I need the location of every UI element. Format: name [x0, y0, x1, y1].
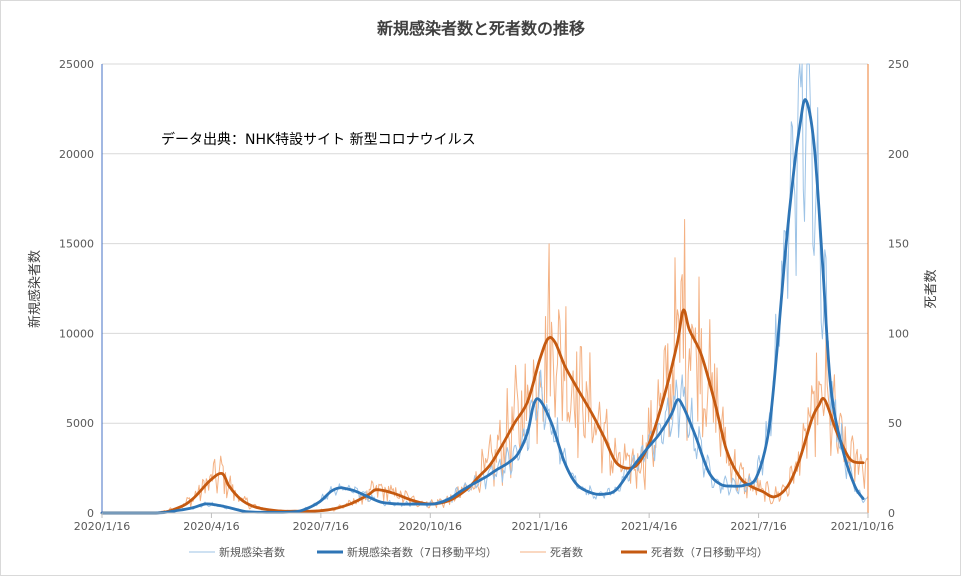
- series-cases-avg: [100, 98, 865, 515]
- moving-average-series: [100, 98, 865, 515]
- x-tick-label: 2021/1/16: [512, 520, 568, 533]
- y-right-tick-label: 50: [888, 417, 902, 430]
- y-left-tick-label: 15000: [59, 238, 94, 251]
- y-right-tick-label: 0: [888, 507, 895, 520]
- y-right-tick-label: 150: [888, 238, 909, 251]
- x-tick-label: 2021/4/16: [621, 520, 677, 533]
- y-axis-right-title: 死者数: [924, 269, 939, 308]
- y-left-tick-label: 20000: [59, 148, 94, 161]
- x-tick-label: 2020/10/16: [399, 520, 462, 533]
- x-tick-label: 2020/1/16: [74, 520, 130, 533]
- series-deaths-daily: [102, 219, 869, 514]
- x-tick-label: 2021/7/16: [730, 520, 786, 533]
- y-left-tick-label: 10000: [59, 327, 94, 340]
- axis-ticks: 0 5000 10000 15000 20000 25000 0 50 100 150 200 250…: [59, 58, 909, 533]
- legend-entry: 新規感染者数（7日移動平均）: [347, 545, 497, 559]
- y-left-tick-label: 25000: [59, 58, 94, 71]
- legend-entry: 新規感染者数: [219, 545, 285, 559]
- y-axis-left-title: 新規感染者数: [27, 250, 43, 328]
- y-left-tick-label: 0: [87, 507, 94, 520]
- legend-entry: 死者数: [550, 546, 583, 559]
- source-annotation: データ出典：NHK特設サイト 新型コロナウイルス: [161, 131, 476, 148]
- x-tick-label: 2021/10/16: [831, 520, 894, 533]
- x-tick-label: 2020/7/16: [293, 520, 349, 533]
- y-left-tick-label: 5000: [66, 417, 94, 430]
- chart-title: 新規感染者数と死者数の推移: [377, 19, 585, 38]
- y-right-tick-label: 250: [888, 58, 909, 71]
- series-deaths-avg: [100, 308, 865, 515]
- legend: 新規感染者数 新規感染者数（7日移動平均） 死者数 死者数（7日移動平均）: [189, 545, 768, 559]
- y-right-tick-label: 100: [888, 327, 909, 340]
- legend-entry: 死者数（7日移動平均）: [651, 545, 768, 559]
- y-right-tick-label: 200: [888, 148, 909, 161]
- x-tick-label: 2020/4/16: [183, 520, 239, 533]
